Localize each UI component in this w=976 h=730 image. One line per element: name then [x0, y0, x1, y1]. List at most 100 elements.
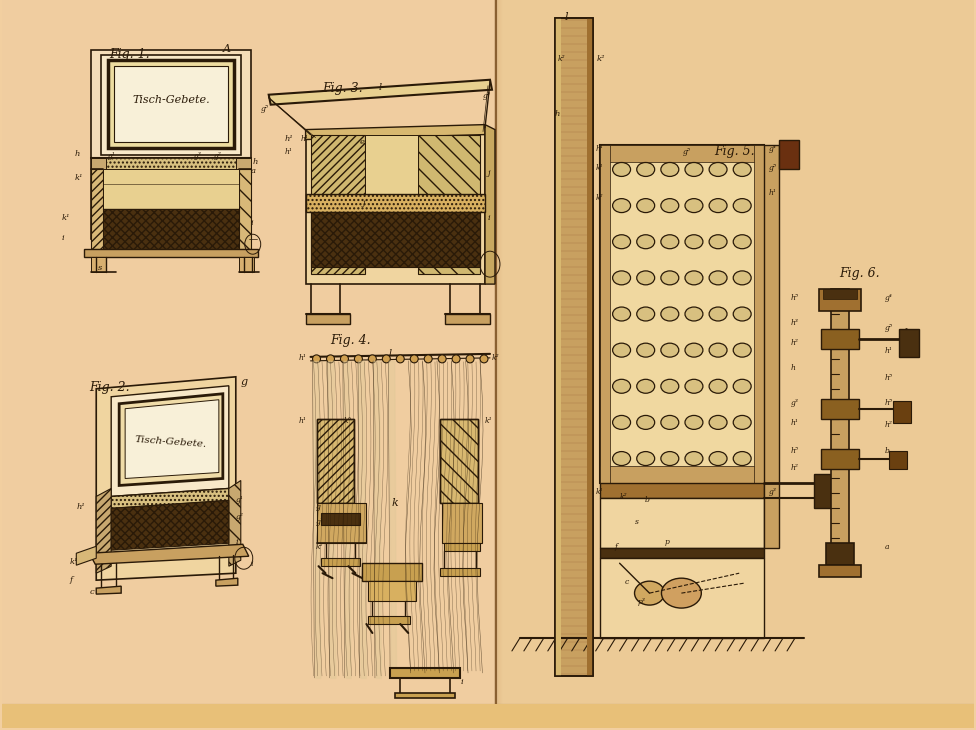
Ellipse shape	[733, 452, 752, 466]
Ellipse shape	[636, 271, 655, 285]
Bar	[316, 419, 354, 504]
Bar	[599, 558, 764, 638]
Ellipse shape	[733, 199, 752, 212]
Text: i: i	[61, 234, 64, 242]
Bar	[497, 0, 974, 728]
Text: k¹: k¹	[61, 215, 70, 223]
Bar	[390, 668, 460, 678]
Text: i: i	[251, 219, 254, 227]
Polygon shape	[97, 488, 111, 573]
Ellipse shape	[341, 355, 348, 363]
Text: e: e	[360, 137, 365, 145]
Text: g²: g²	[214, 152, 222, 160]
Text: h³: h³	[791, 319, 799, 327]
Text: b: b	[885, 447, 889, 455]
Text: Fig. 5.: Fig. 5.	[714, 145, 754, 158]
Text: h¹: h¹	[769, 189, 777, 197]
Text: a: a	[885, 543, 889, 551]
Text: h¹: h¹	[299, 417, 306, 425]
Text: c: c	[89, 588, 94, 596]
Ellipse shape	[685, 452, 703, 466]
Ellipse shape	[733, 380, 752, 393]
Ellipse shape	[613, 343, 630, 357]
Text: h: h	[554, 110, 560, 118]
Ellipse shape	[661, 452, 678, 466]
Ellipse shape	[661, 343, 678, 357]
Text: j: j	[488, 169, 491, 177]
Text: h¹: h¹	[791, 419, 799, 426]
Text: h: h	[791, 364, 795, 372]
Text: g⁴: g⁴	[769, 145, 777, 153]
Bar	[316, 419, 354, 504]
Bar	[893, 401, 911, 423]
Text: k²: k²	[620, 493, 628, 502]
Bar	[814, 474, 844, 508]
Bar	[442, 504, 482, 543]
Text: h¹: h¹	[76, 504, 85, 512]
Bar	[831, 289, 849, 568]
Ellipse shape	[613, 163, 630, 177]
Ellipse shape	[425, 355, 432, 363]
Bar	[764, 145, 779, 548]
Bar	[826, 543, 854, 565]
Bar	[821, 448, 859, 469]
Ellipse shape	[480, 355, 488, 363]
Ellipse shape	[438, 355, 446, 363]
Ellipse shape	[354, 355, 362, 363]
Text: k¹: k¹	[74, 174, 83, 182]
Ellipse shape	[733, 163, 752, 177]
Ellipse shape	[327, 355, 335, 363]
Bar	[2, 0, 497, 728]
Ellipse shape	[710, 235, 727, 249]
Bar	[84, 249, 258, 257]
Bar	[779, 139, 799, 169]
Ellipse shape	[710, 199, 727, 212]
Ellipse shape	[613, 235, 630, 249]
Text: p: p	[665, 538, 670, 546]
Text: i: i	[460, 678, 463, 686]
Text: f: f	[69, 576, 72, 584]
Polygon shape	[485, 125, 495, 284]
Polygon shape	[111, 501, 228, 550]
Polygon shape	[111, 488, 228, 508]
Text: Fig. 1.: Fig. 1.	[109, 48, 150, 61]
Text: k²: k²	[492, 354, 500, 362]
Text: c: c	[625, 578, 629, 586]
Bar	[108, 60, 234, 147]
Bar	[368, 581, 416, 601]
Ellipse shape	[685, 307, 703, 321]
Bar	[587, 18, 592, 676]
Ellipse shape	[613, 271, 630, 285]
Bar	[554, 18, 592, 676]
Bar	[599, 548, 764, 558]
Bar	[320, 558, 360, 566]
Ellipse shape	[685, 199, 703, 212]
Text: g³: g³	[791, 399, 799, 407]
Text: h: h	[74, 150, 80, 158]
Bar	[2, 704, 974, 728]
Text: g⁵: g⁵	[261, 104, 268, 112]
Bar	[444, 543, 480, 551]
Ellipse shape	[710, 415, 727, 429]
Bar	[106, 158, 246, 169]
Ellipse shape	[383, 355, 390, 363]
Text: g: g	[241, 377, 248, 387]
Ellipse shape	[613, 380, 630, 393]
Polygon shape	[111, 385, 228, 496]
Bar	[310, 134, 365, 274]
Bar	[501, 0, 503, 728]
Bar	[236, 158, 251, 169]
Ellipse shape	[710, 452, 727, 466]
Ellipse shape	[613, 452, 630, 466]
Text: k: k	[392, 499, 398, 508]
Bar	[239, 169, 251, 249]
Bar	[440, 568, 480, 576]
Ellipse shape	[613, 199, 630, 212]
Ellipse shape	[410, 355, 419, 363]
Ellipse shape	[452, 355, 460, 363]
Bar	[368, 616, 410, 624]
Text: h²: h²	[791, 464, 799, 472]
Bar	[499, 0, 501, 728]
Text: k¹: k¹	[485, 417, 493, 425]
Text: h¹: h¹	[285, 147, 293, 155]
